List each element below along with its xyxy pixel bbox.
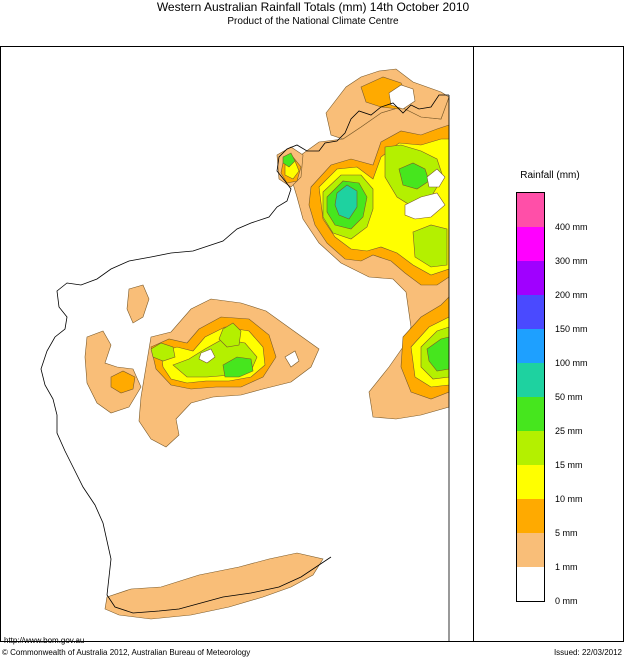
legend-label: 10 mm: [555, 494, 583, 504]
dry-areas: [198, 84, 446, 368]
legend-swatch: [517, 533, 544, 567]
rainfall-50mm-areas: [334, 184, 358, 220]
legend-label: 150 mm: [555, 324, 588, 334]
rainfall-map: [40, 68, 450, 641]
copyright-notice: © Commonwealth of Australia 2012, Austra…: [2, 648, 251, 657]
legend-label: 1 mm: [555, 562, 578, 572]
legend-label: 5 mm: [555, 528, 578, 538]
legend-swatch: [517, 431, 544, 465]
legend-swatch: [517, 567, 544, 601]
map-frame: [0, 46, 624, 642]
frame-divider: [473, 46, 474, 642]
legend-swatch: [517, 295, 544, 329]
legend-label: 300 mm: [555, 256, 588, 266]
map-subtitle: Product of the National Climate Centre: [227, 16, 399, 27]
legend-swatch: [517, 397, 544, 431]
legend-label: 25 mm: [555, 426, 583, 436]
legend-title: Rainfall (mm): [520, 170, 580, 181]
legend-color-bar: [516, 192, 545, 602]
legend-swatch: [517, 499, 544, 533]
map-title: Western Australian Rainfall Totals (mm) …: [156, 0, 470, 14]
legend-swatch: [517, 363, 544, 397]
legend-swatch: [517, 329, 544, 363]
legend-label: 400 mm: [555, 222, 588, 232]
issued-date: Issued: 22/03/2012: [553, 648, 622, 657]
legend-swatch: [517, 193, 544, 227]
legend-label: 0 mm: [555, 596, 578, 606]
legend-label: 15 mm: [555, 460, 583, 470]
legend-swatch: [517, 261, 544, 295]
coastline: [40, 94, 450, 641]
legend-swatch: [517, 465, 544, 499]
legend-swatch: [517, 227, 544, 261]
legend-label: 100 mm: [555, 358, 588, 368]
legend-label: 50 mm: [555, 392, 583, 402]
source-url[interactable]: http://www.bom.gov.au: [4, 636, 85, 645]
legend-label: 200 mm: [555, 290, 588, 300]
